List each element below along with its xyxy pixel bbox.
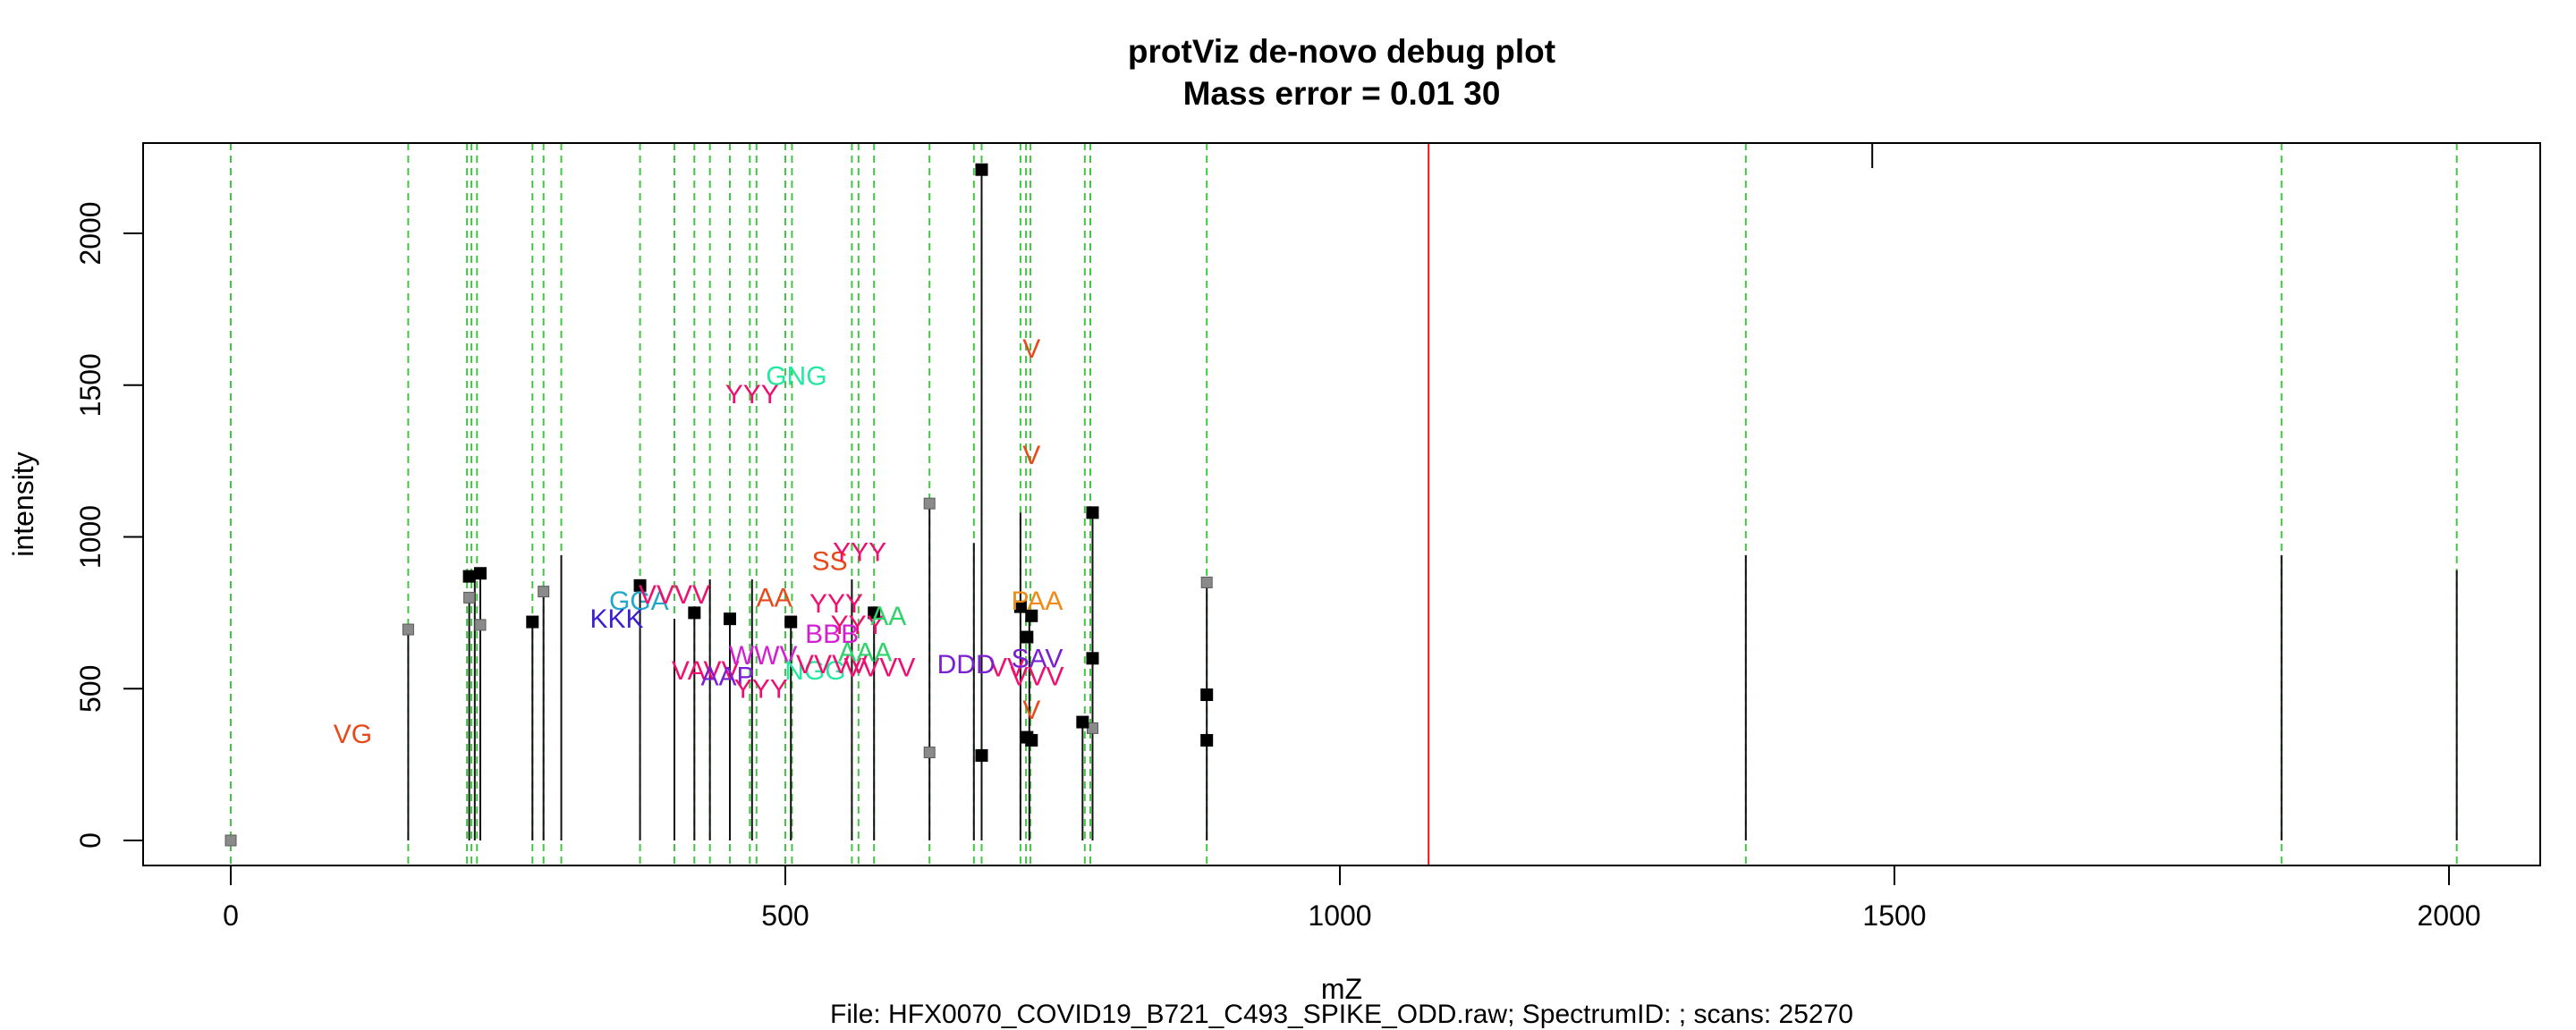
black-point-11	[1021, 630, 1034, 644]
black-point-6	[784, 615, 798, 629]
x-tick-label-0: 0	[223, 899, 239, 932]
gray-point-5	[923, 497, 936, 510]
fragment-label-0: VG	[334, 720, 372, 749]
y-tick-label-4: 2000	[74, 201, 106, 265]
fragment-label-2: KKK	[590, 604, 644, 634]
fragment-label-10: YYY	[831, 611, 885, 640]
plot-box	[142, 142, 2541, 866]
gray-point-8	[1200, 576, 1213, 588]
x-axis: 0 500 1000 1500 2000	[223, 865, 2481, 932]
fragment-label-1: GGA	[609, 587, 669, 616]
black-point-15	[1076, 715, 1089, 729]
black-point-14	[1025, 733, 1038, 747]
fragment-label-19: VVVV	[843, 653, 915, 682]
fragment-label-15: AAP	[701, 663, 755, 692]
fragment-label-21: VV	[989, 653, 1025, 682]
fragment-label-18: VVVV	[796, 650, 868, 680]
black-point-13	[1025, 609, 1038, 622]
chart-title: protViz de-novo debug plot	[1128, 33, 1555, 70]
x-tick-label-2: 1000	[1308, 899, 1371, 932]
y-tick-label-0: 0	[74, 832, 106, 848]
peak-lines-group	[407, 169, 2458, 840]
fragment-label-24: SAV	[1012, 644, 1063, 673]
fragment-label-17: NGG	[784, 656, 845, 686]
black-point-5	[724, 612, 736, 626]
fragment-label-4: AA	[757, 583, 792, 612]
gray-point-4	[538, 586, 550, 598]
gray-point-3	[474, 619, 487, 631]
fragment-label-6: GNG	[766, 362, 826, 392]
fragment-label-3: VVVV	[639, 580, 710, 610]
gray-point-6	[923, 747, 936, 759]
y-tick-label-2: 1000	[74, 505, 106, 569]
x-tick-label-1: 500	[761, 899, 809, 932]
special-marks-group	[1428, 143, 1874, 865]
black-point-4	[688, 606, 701, 620]
black-points-group	[462, 163, 1214, 762]
fragment-label-25: VVV	[1010, 663, 1063, 692]
fragment-label-28: V	[1022, 696, 1040, 725]
black-point-16	[1086, 506, 1099, 519]
fragment-label-22: DDD	[937, 650, 996, 680]
black-point-17	[1086, 652, 1099, 665]
fragment-label-9: YYY	[809, 589, 863, 619]
fragment-label-23: PAA	[1012, 587, 1063, 616]
fragment-label-14: WWV	[729, 641, 798, 671]
fragment-label-5: YYY	[725, 380, 779, 409]
gray-point-1	[402, 623, 414, 636]
x-tick-label-3: 1500	[1862, 899, 1926, 932]
green-dashed-lines-group	[230, 143, 2458, 865]
fragment-label-16: YYY	[734, 674, 788, 704]
black-point-1	[474, 567, 487, 580]
x-axis-title: mZ	[1321, 973, 1362, 1005]
fragment-label-27: V	[1022, 441, 1040, 470]
y-tick-label-1: 500	[74, 665, 106, 713]
black-point-10	[1013, 600, 1027, 613]
footer-caption: File: HFX0070_COVID19_B721_C493_SPIKE_OD…	[830, 1000, 1853, 1029]
fragment-label-12: BBB	[805, 620, 859, 649]
gray-points-group	[225, 497, 1213, 847]
x-tick-label-4: 2000	[2417, 899, 2480, 932]
black-point-0	[462, 570, 476, 583]
y-axis: 0 500 1000 1500 2000	[74, 201, 144, 848]
black-point-19	[1200, 733, 1214, 747]
fragment-label-7: SS	[812, 547, 848, 577]
black-point-8	[975, 163, 988, 176]
black-point-2	[526, 615, 539, 629]
y-tick-label-3: 1500	[74, 353, 106, 417]
fragment-label-13: VAVV	[672, 656, 740, 686]
gray-point-2	[463, 591, 476, 604]
fragment-label-20: AAA	[838, 638, 892, 668]
chart-subtitle: Mass error = 0.01 30	[1183, 75, 1501, 112]
fragment-label-26: V	[1022, 334, 1040, 364]
y-axis-title: intensity	[7, 452, 39, 556]
gray-point-0	[225, 834, 237, 847]
black-point-18	[1200, 688, 1214, 702]
fragment-label-11: AA	[870, 602, 906, 631]
black-point-7	[868, 606, 881, 620]
fragment-label-8: YYY	[833, 537, 886, 567]
black-point-9	[975, 748, 988, 762]
black-point-3	[633, 578, 647, 592]
